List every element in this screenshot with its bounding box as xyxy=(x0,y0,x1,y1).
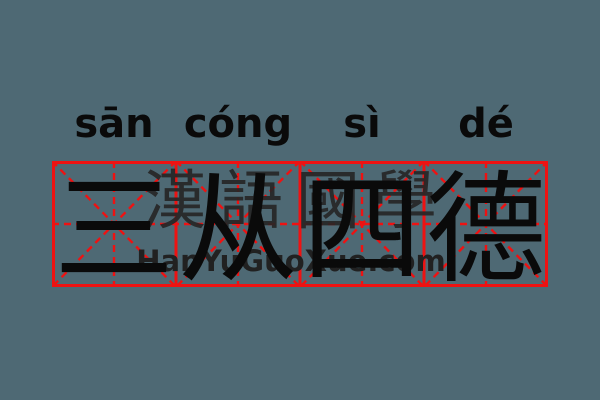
pinyin-syllable-3: sì xyxy=(343,101,381,147)
watermark-site-text: HanYuGuoXue.com xyxy=(136,244,446,278)
hanzi-character-4: 德 xyxy=(426,164,546,297)
pinyin-syllable-2: cóng xyxy=(183,101,293,147)
pinyin-syllable-1: sān xyxy=(74,101,154,147)
hanzi-character-2: 从 xyxy=(178,164,298,297)
hanzi-character-1: 三 xyxy=(54,164,174,297)
pinyin-syllable-4: dé xyxy=(458,101,514,147)
grid-cell-3 xyxy=(299,161,425,287)
hanzi-character-3: 四 xyxy=(302,164,422,297)
watermark-cjk-text: 漢語國學 xyxy=(142,166,450,237)
practice-grid xyxy=(52,161,548,287)
grid-outer-border xyxy=(52,161,548,287)
